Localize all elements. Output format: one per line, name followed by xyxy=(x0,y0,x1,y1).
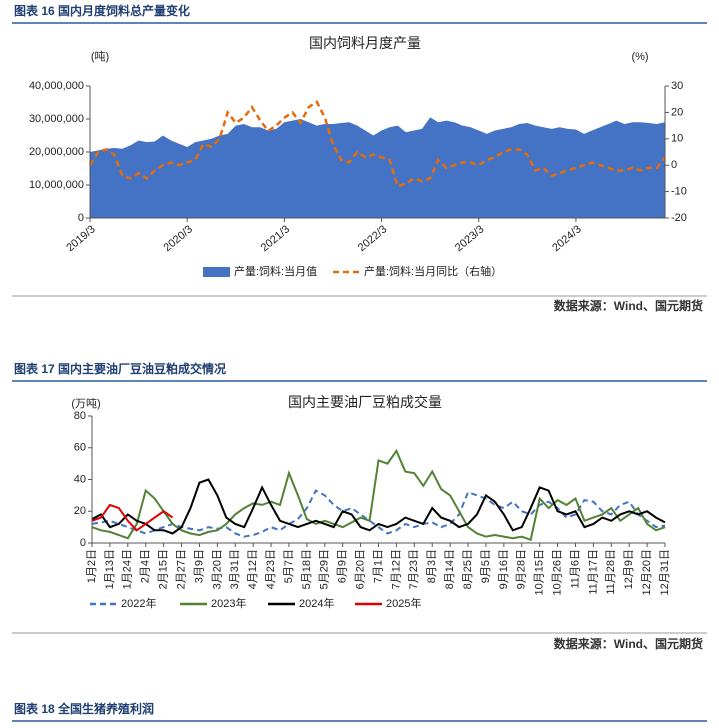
chart-title: 国内主要油厂豆粕成交量 xyxy=(288,394,442,411)
y-axis-label: (万吨) xyxy=(71,397,100,410)
y2-axis-label: (%) xyxy=(631,51,648,63)
x-tick-label: 11月6日 xyxy=(569,549,581,589)
x-tick-label: 2023/3 xyxy=(453,223,486,254)
x-tick-label: 2月15日 xyxy=(158,549,170,589)
x-tick-label: 6月9日 xyxy=(337,549,349,583)
legend-label: 2023年 xyxy=(211,596,246,610)
line xyxy=(91,503,174,532)
x-tick-label: 5月29日 xyxy=(319,549,331,589)
source: 数据来源：Wind、国元期货 xyxy=(554,298,703,313)
y-tick-label: 10,000,000 xyxy=(29,179,84,191)
x-tick-label: 11月17日 xyxy=(587,549,599,595)
x-tick-label: 11月28日 xyxy=(605,549,617,595)
x-tick-label: 5月18日 xyxy=(301,549,313,589)
y2-tick-label: 0 xyxy=(671,159,677,171)
y-tick-label: 40 xyxy=(74,473,86,485)
legend-label: 2024年 xyxy=(299,596,334,610)
legend-label: 产量:饲料:当月值 xyxy=(234,264,317,278)
x-tick-label: 8月3日 xyxy=(426,549,438,583)
x-tick-label: 7月23日 xyxy=(408,549,420,589)
y-tick-label: 20,000,000 xyxy=(29,146,84,158)
x-tick-label: 2022/3 xyxy=(356,223,389,254)
x-tick-label: 7月1日 xyxy=(372,549,384,583)
x-tick-label: 10月15日 xyxy=(534,549,546,595)
y2-tick-label: 20 xyxy=(671,106,683,118)
x-tick-label: 5月7日 xyxy=(283,549,295,583)
x-tick-label: 1月2日 xyxy=(86,549,98,583)
x-tick-label: 3月9日 xyxy=(193,549,205,583)
legend-label: 2022年 xyxy=(121,596,156,610)
area xyxy=(90,117,665,218)
legend-swatch xyxy=(203,267,230,277)
line xyxy=(91,448,666,542)
x-tick-label: 2020/3 xyxy=(161,223,194,254)
y-tick-label: 20 xyxy=(74,505,86,517)
y-axis-label: (吨) xyxy=(91,50,109,63)
x-tick-label: 9月5日 xyxy=(480,549,492,583)
x-tick-label: 8月25日 xyxy=(462,549,474,589)
y2-tick-label: -10 xyxy=(671,186,687,198)
y-tick-label: 60 xyxy=(74,442,86,454)
x-tick-label: 4月12日 xyxy=(247,549,259,589)
x-tick-label: 3月31日 xyxy=(229,549,241,589)
x-tick-label: 2021/3 xyxy=(259,223,292,254)
legend-label: 产量:饲料:当月同比（右轴） xyxy=(364,264,502,278)
x-tick-label: 12月9日 xyxy=(623,549,635,589)
source: 数据来源：Wind、国元期货 xyxy=(554,636,703,651)
x-tick-label: 12月31日 xyxy=(659,549,671,595)
y2-tick-label: -20 xyxy=(671,212,687,224)
y-tick-label: 30,000,000 xyxy=(29,113,84,125)
figure-caption: 图表 18 全国生猪养殖利润 xyxy=(14,701,154,716)
x-tick-label: 8月14日 xyxy=(444,549,456,589)
x-tick-label: 2月27日 xyxy=(175,549,187,589)
line xyxy=(91,489,666,538)
x-tick-label: 7月12日 xyxy=(390,549,402,589)
x-tick-label: 2019/3 xyxy=(64,223,97,254)
x-tick-label: 4月23日 xyxy=(265,549,277,589)
chart-title: 国内饲料月度产量 xyxy=(309,36,421,52)
x-tick-label: 1月13日 xyxy=(104,549,116,589)
x-tick-label: 1月24日 xyxy=(122,549,134,589)
y2-tick-label: 10 xyxy=(671,133,683,145)
x-tick-label: 9月16日 xyxy=(498,549,510,589)
legend-label: 2025年 xyxy=(386,596,421,610)
figure-caption: 图表 17 国内主要油厂豆油豆粕成交情况 xyxy=(14,361,226,376)
y-tick-label: 40,000,000 xyxy=(29,80,84,92)
x-tick-label: 9月28日 xyxy=(516,549,528,589)
x-tick-label: 12月20日 xyxy=(641,549,653,595)
x-tick-label: 2024/3 xyxy=(550,223,583,254)
y-tick-label: 0 xyxy=(80,537,86,549)
figure-caption: 图表 16 国内月度饲料总产量变化 xyxy=(14,3,190,18)
y-tick-label: 80 xyxy=(74,410,86,422)
y2-tick-label: 30 xyxy=(671,80,683,92)
x-tick-label: 2月4日 xyxy=(140,549,152,583)
x-tick-label: 6月20日 xyxy=(355,549,367,589)
x-tick-label: 10月26日 xyxy=(551,549,563,595)
line xyxy=(91,478,666,535)
y-tick-label: 0 xyxy=(78,212,84,224)
x-tick-label: 3月20日 xyxy=(211,549,223,589)
